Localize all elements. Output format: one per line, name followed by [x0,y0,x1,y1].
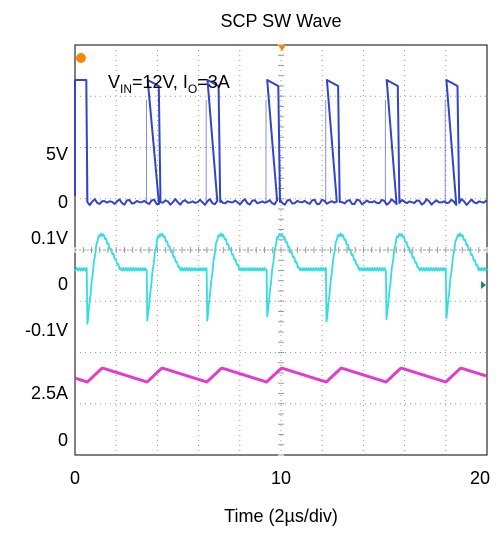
series-current-line [74,366,487,384]
x-tick-labels: 0 10 20 [70,468,490,488]
y-tick-label: 0 [58,274,68,294]
x-tick-label: 0 [70,468,80,488]
trigger-marker-right [481,281,486,289]
x-axis-label: Time (2µs/div) [224,506,338,526]
annotation-i-val: =3A [197,72,230,92]
y-tick-label: 0.1V [31,228,68,248]
channel-marker [76,53,86,63]
y-tick-label: 0 [58,430,68,450]
grid [74,44,488,456]
annotation-i-sub: O [188,82,197,96]
traces [74,79,488,384]
x-tick-label: 20 [470,468,490,488]
annotation-i: I [183,72,188,92]
y-tick-label: -0.1V [25,320,68,340]
y-tick-labels: 5V 0 0.1V 0 -0.1V 2.5A 0 [25,144,68,450]
annotation-v-sub: IN [120,82,132,96]
y-tick-label: 5V [46,144,68,164]
annotation: VIN=12V, IO=3A [108,72,230,96]
series-sw-line [74,79,488,206]
x-tick-label: 10 [271,468,291,488]
y-tick-label: 2.5A [31,383,68,403]
chart-title: SCP SW Wave [220,11,341,31]
annotation-v-val: =12V, [132,72,183,92]
y-tick-label: 0 [58,192,68,212]
annotation-v: V [108,72,120,92]
trigger-marker-top [278,45,286,51]
series-inductor-voltage-line [74,232,488,325]
